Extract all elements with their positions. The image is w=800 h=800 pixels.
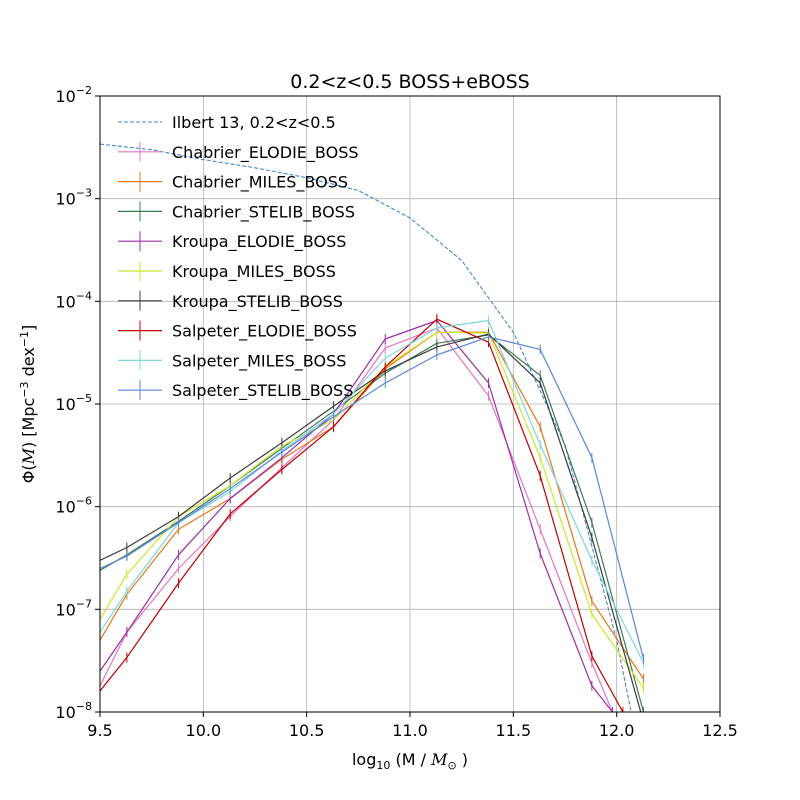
series-line xyxy=(100,319,613,712)
legend-label: Kroupa_MILES_BOSS xyxy=(172,262,336,282)
legend-label: Chabrier_MILES_BOSS xyxy=(172,173,348,193)
y-tick-label: 10−3 xyxy=(55,187,92,209)
x-axis-label: log10 (M / M⊙ ) xyxy=(352,750,468,772)
legend-item: Salpeter_MILES_BOSS xyxy=(118,350,346,371)
legend-item: Chabrier_ELODIE_BOSS xyxy=(118,141,359,163)
legend-item: Chabrier_MILES_BOSS xyxy=(118,171,348,193)
legend-item: Chabrier_STELIB_BOSS xyxy=(118,201,355,222)
series-line xyxy=(100,331,644,680)
series-line xyxy=(100,336,645,659)
y-tick-label: 10−2 xyxy=(55,84,92,106)
series-salpeter-stelib-boss xyxy=(100,331,645,664)
series-line xyxy=(100,319,645,664)
y-tick-label: 10−7 xyxy=(55,597,92,619)
x-tick-label: 12.5 xyxy=(702,721,738,740)
legend-item: Ilbert 13, 0.2<z<0.5 xyxy=(118,113,336,132)
legend-label: Chabrier_STELIB_BOSS xyxy=(172,202,355,222)
legend-label: Salpeter_STELIB_BOSS xyxy=(172,381,353,401)
x-tick-label: 10.0 xyxy=(186,721,222,740)
x-tick-label: 10.5 xyxy=(289,721,325,740)
x-tick-label: 9.5 xyxy=(87,721,112,740)
y-tick-label: 10−6 xyxy=(55,495,92,517)
y-tick-label: 10−8 xyxy=(55,700,92,722)
chart-title: 0.2<z<0.5 BOSS+eBOSS xyxy=(290,71,529,93)
legend-label: Ilbert 13, 0.2<z<0.5 xyxy=(172,113,336,132)
legend-item: Kroupa_MILES_BOSS xyxy=(118,261,336,282)
legend-item: Kroupa_ELODIE_BOSS xyxy=(118,231,346,252)
legend-label: Kroupa_ELODIE_BOSS xyxy=(172,232,346,252)
series-line xyxy=(100,143,632,712)
legend-item: Kroupa_STELIB_BOSS xyxy=(118,290,343,312)
y-tick-label: 10−4 xyxy=(55,289,92,311)
series-line xyxy=(100,331,644,689)
series-ilbert-13-0-2-z-0-5 xyxy=(100,143,632,712)
legend: Ilbert 13, 0.2<z<0.5 Chabrier_ELODIE_BOSS… xyxy=(118,113,359,401)
series-salpeter-elodie-boss xyxy=(100,314,624,712)
x-tick-label: 11.5 xyxy=(496,721,532,740)
x-tick-label: 12.0 xyxy=(599,721,635,740)
series-line xyxy=(100,333,642,712)
series-line xyxy=(100,318,624,712)
legend-label: Salpeter_ELODIE_BOSS xyxy=(172,322,357,342)
legend-label: Kroupa_STELIB_BOSS xyxy=(172,292,343,312)
axis-ticks: 9.5 10.0 10.5 11.0 11.5 12.0 12.5 10−8 10−7 10−6 1… xyxy=(55,84,737,740)
series-group xyxy=(100,143,645,712)
legend-item: Salpeter_STELIB_BOSS xyxy=(118,380,353,401)
legend-label: Salpeter_MILES_BOSS xyxy=(172,351,346,371)
series-line xyxy=(100,327,614,712)
legend-item: Salpeter_ELODIE_BOSS xyxy=(118,320,357,342)
legend-label: Chabrier_ELODIE_BOSS xyxy=(172,143,359,163)
y-axis-label: Φ(M) [Mpc−3 dex−1] xyxy=(18,325,38,484)
x-tick-label: 11.0 xyxy=(392,721,428,740)
y-tick-label: 10−5 xyxy=(55,392,92,414)
